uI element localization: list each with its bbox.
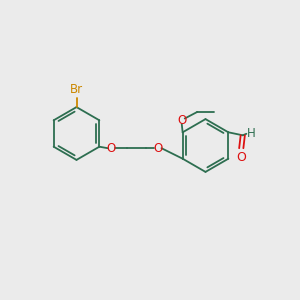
Text: O: O xyxy=(236,151,246,164)
Text: Br: Br xyxy=(70,83,83,96)
Text: H: H xyxy=(247,127,256,140)
Text: O: O xyxy=(107,142,116,155)
Text: O: O xyxy=(177,114,186,127)
Text: O: O xyxy=(153,142,162,155)
